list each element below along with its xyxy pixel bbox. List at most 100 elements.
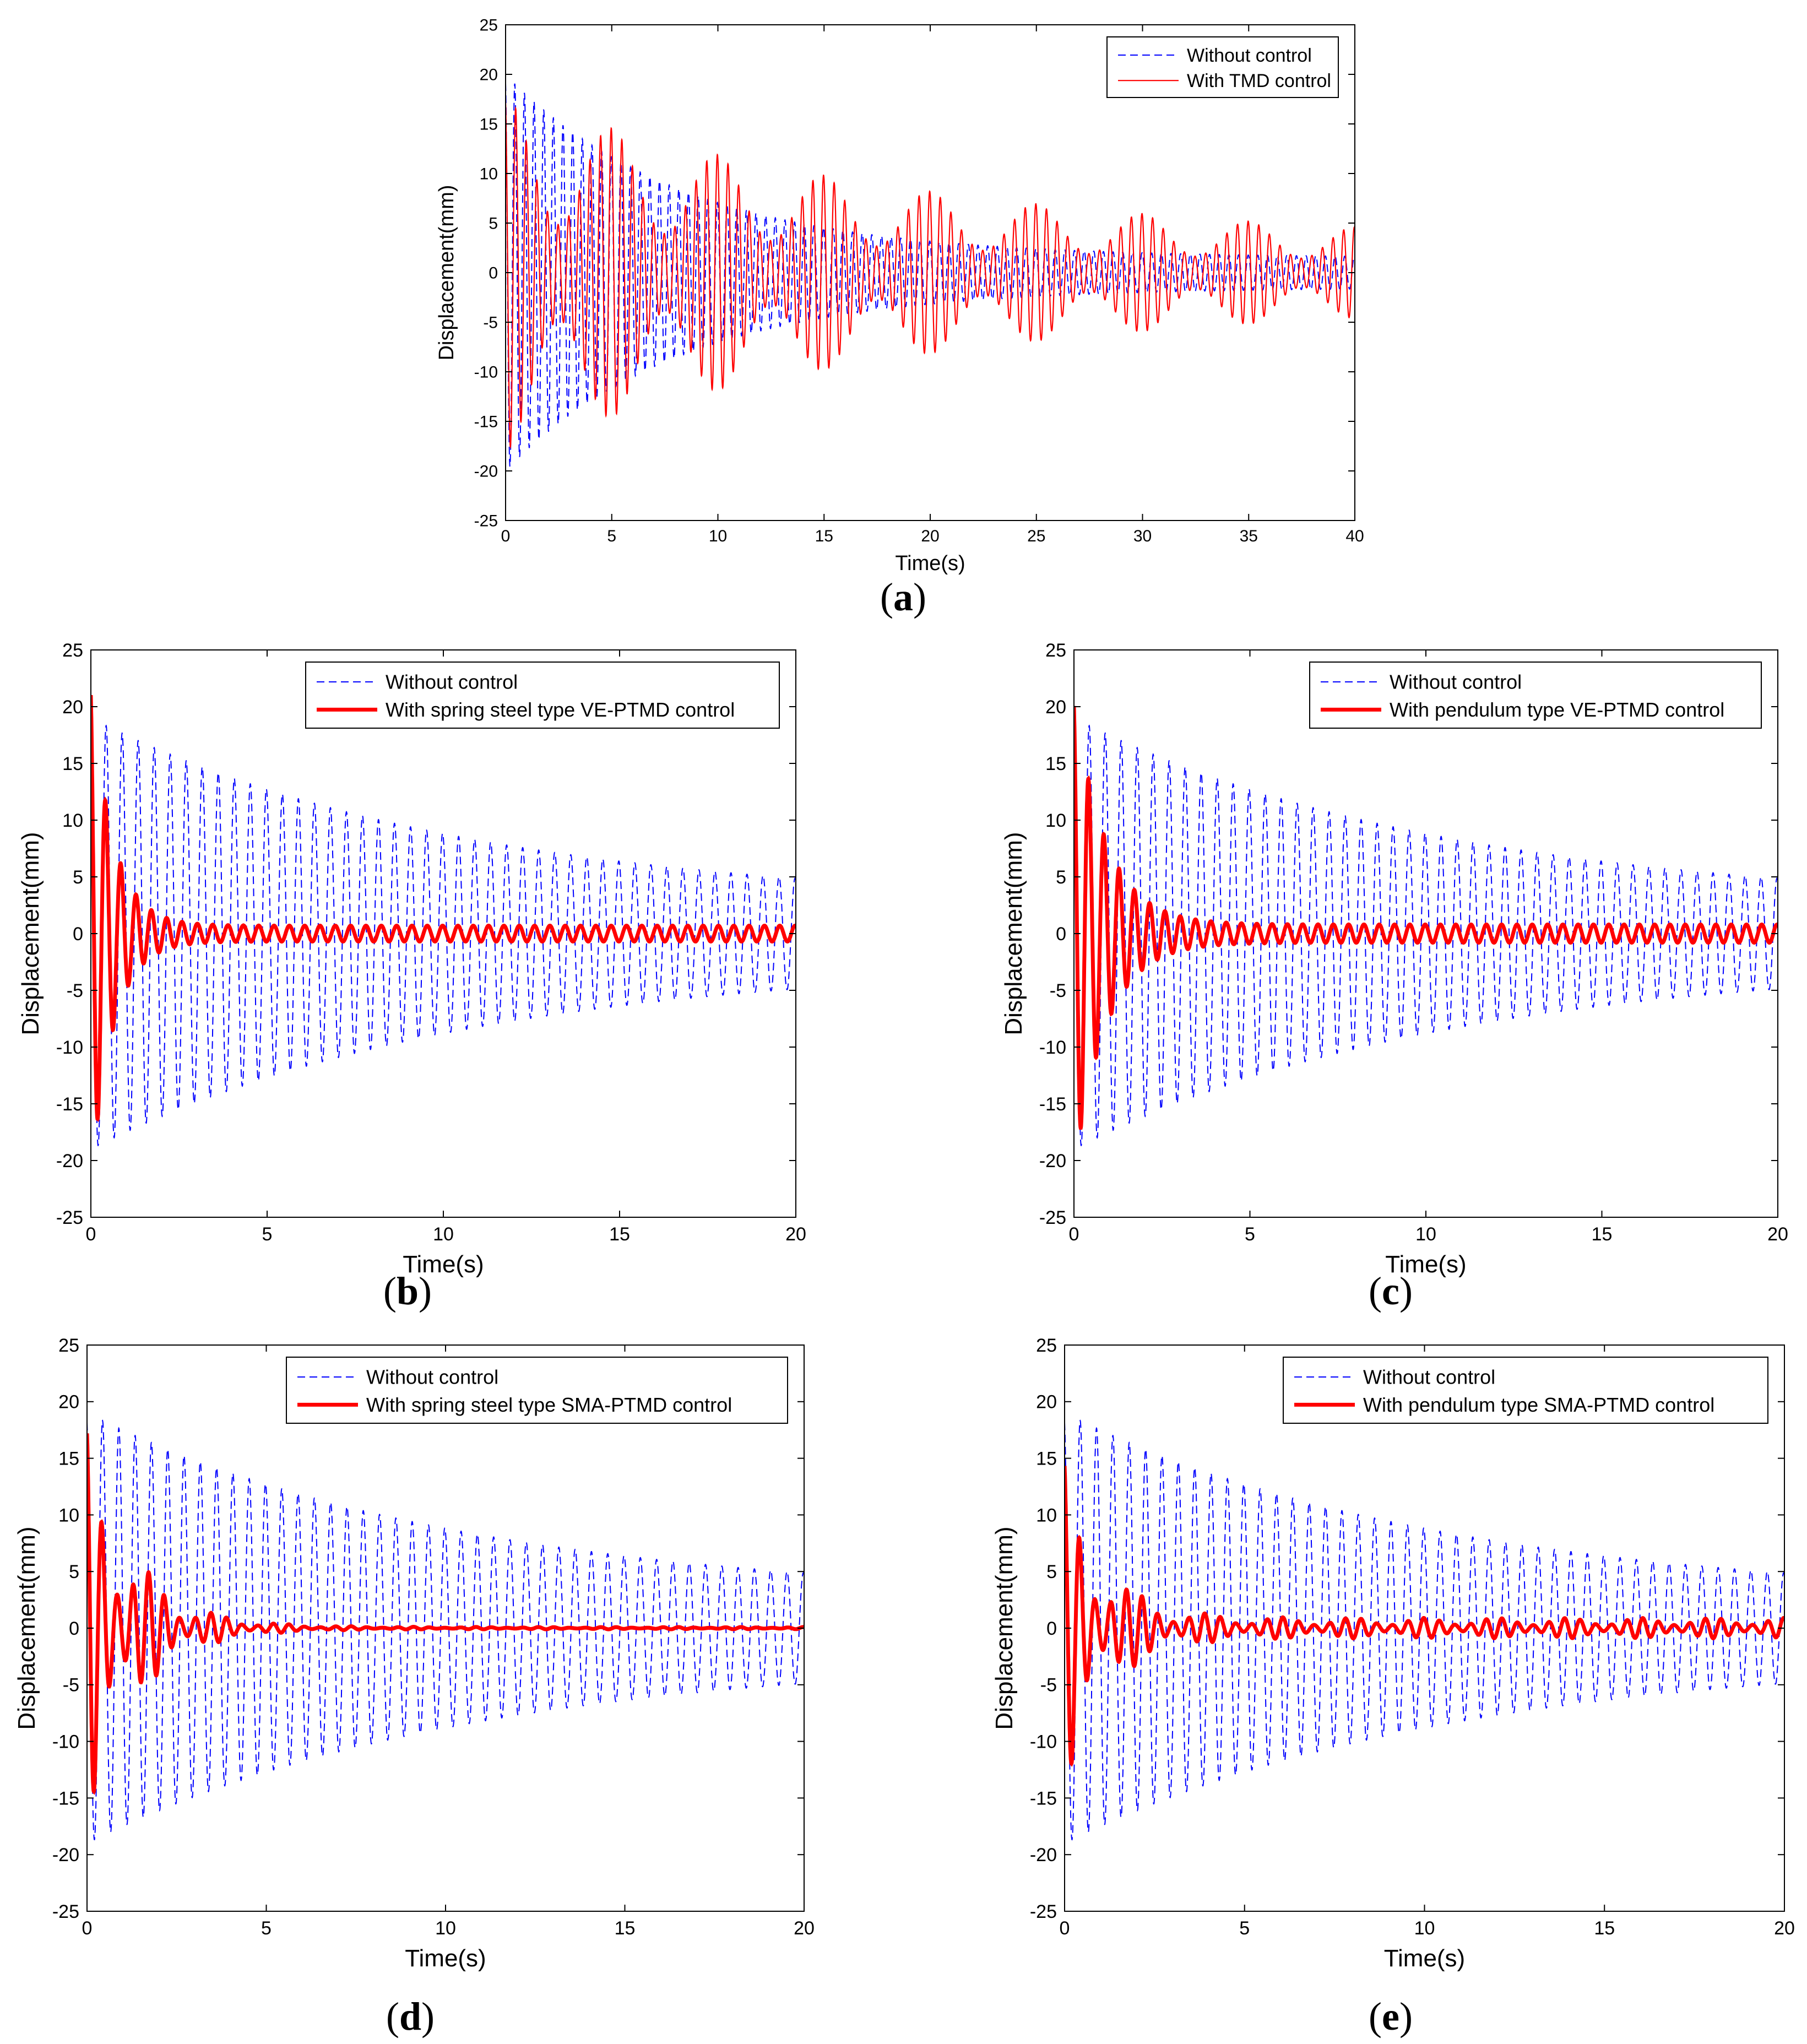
chart-e: 0 5 10 15 20 -25 -20 -15 -10 -5 0 5 10 15 20 25 Time(s) D… — [991, 1335, 1795, 2038]
x-tick-label: 5 — [607, 527, 616, 545]
series-line-with-control — [91, 695, 796, 1122]
series-line-without-control — [1074, 724, 1778, 1146]
chart-b: 0 5 10 15 20 -25 -20 -15 -10 -5 0 5 10 15 20 25 Time(s) D… — [17, 640, 806, 1313]
x-tick-label: 5 — [262, 1224, 273, 1245]
y-tick-label: -25 — [474, 512, 498, 530]
series-line-without-control — [1065, 1419, 1784, 1841]
y-tick-label: -10 — [52, 1732, 79, 1753]
panel-label: (d) — [386, 1994, 435, 2038]
y-tick-label: 0 — [1046, 1618, 1057, 1639]
x-tick-label: 20 — [1774, 1918, 1795, 1939]
series-line-with-control — [1065, 1466, 1784, 1767]
y-tick-label: 5 — [1046, 1562, 1057, 1582]
paren-open: ( — [1369, 1269, 1382, 1313]
paren-close: ) — [913, 575, 926, 619]
legend-label: With TMD control — [1187, 71, 1331, 91]
x-tick-label: 0 — [86, 1224, 96, 1245]
y-tick-label: -20 — [1039, 1151, 1066, 1172]
legend-label: With pendulum type SMA-PTMD control — [1363, 1394, 1714, 1416]
x-tick-label: 10 — [433, 1224, 454, 1245]
y-tick-label: -15 — [474, 413, 498, 431]
x-tick-label: 5 — [1239, 1918, 1250, 1939]
y-tick-label: 5 — [73, 867, 83, 888]
y-tick-label: -15 — [56, 1094, 83, 1115]
x-tick-label: 5 — [261, 1918, 272, 1939]
panel-letter: d — [399, 1994, 421, 2038]
panel-label: (e) — [1369, 1994, 1413, 2038]
y-tick-label: 25 — [62, 640, 83, 661]
panel-label: (b) — [383, 1269, 432, 1313]
x-tick-label: 15 — [815, 527, 833, 545]
series-line-with-control — [87, 1433, 804, 1795]
panel-letter: e — [1382, 1994, 1399, 2038]
y-tick-label: 25 — [1036, 1335, 1057, 1356]
legend: Without control With pendulum type VE-PTM… — [1309, 662, 1762, 729]
x-tick-label: 10 — [1415, 1224, 1436, 1245]
y-tick-label: -20 — [56, 1151, 83, 1172]
y-axis-label: Displacement(mm) — [13, 1526, 40, 1729]
chart-c: 0 5 10 15 20 -25 -20 -15 -10 -5 0 5 10 15 20 25 Time(s) D… — [1000, 640, 1788, 1313]
x-tick-label: 20 — [785, 1224, 806, 1245]
x-tick-label: 35 — [1240, 527, 1258, 545]
legend-label: Without control — [1363, 1366, 1495, 1389]
legend-label: Without control — [366, 1366, 498, 1389]
y-tick-label: 0 — [489, 264, 498, 283]
x-tick-label: 30 — [1133, 527, 1152, 545]
panel-letter: c — [1382, 1269, 1399, 1313]
y-tick-label: 15 — [1036, 1449, 1057, 1470]
x-tick-label: 10 — [1414, 1918, 1435, 1939]
y-tick-label: 10 — [1036, 1505, 1057, 1526]
y-tick-label: -25 — [1039, 1207, 1066, 1228]
y-tick-label: 15 — [58, 1449, 79, 1470]
y-tick-label: 0 — [69, 1618, 79, 1639]
y-tick-label: 10 — [480, 165, 498, 183]
plot-area — [1065, 1419, 1784, 1841]
x-tick-label: 25 — [1027, 527, 1045, 545]
y-tick-label: 25 — [480, 17, 498, 35]
x-tick-label: 40 — [1345, 527, 1364, 545]
y-tick-label: 5 — [489, 215, 498, 233]
y-tick-label: -20 — [52, 1845, 79, 1866]
y-tick-label: -5 — [63, 1675, 79, 1696]
paren-open: ( — [386, 1994, 399, 2038]
paren-close: ) — [1399, 1269, 1413, 1313]
y-tick-label: -25 — [56, 1207, 83, 1228]
x-tick-label: 5 — [1245, 1224, 1255, 1245]
paren-close: ) — [419, 1269, 432, 1313]
x-tick-label: 20 — [794, 1918, 815, 1939]
paren-open: ( — [383, 1269, 397, 1313]
y-tick-label: 15 — [480, 116, 498, 134]
y-tick-label: 0 — [1056, 924, 1066, 945]
y-tick-label: -10 — [1039, 1037, 1066, 1058]
legend-label: With pendulum type VE-PTMD control — [1390, 698, 1724, 721]
x-tick-label: 15 — [1594, 1918, 1615, 1939]
legend: Without control With spring steel type SM… — [286, 1357, 788, 1424]
y-tick-label: 5 — [69, 1562, 79, 1582]
plot-area — [91, 695, 796, 1146]
plot-area — [506, 83, 1355, 467]
x-axis-label: Time(s) — [1385, 1251, 1466, 1278]
y-tick-label: 10 — [62, 810, 83, 831]
series-line-with-control — [1074, 706, 1778, 1130]
x-tick-label: 0 — [82, 1918, 93, 1939]
x-axis-label: Time(s) — [1384, 1945, 1465, 1972]
x-tick-label: 0 — [1060, 1918, 1070, 1939]
x-tick-label: 15 — [615, 1918, 636, 1939]
y-tick-label: -15 — [1030, 1788, 1057, 1809]
y-tick-label: -15 — [52, 1788, 79, 1809]
series-line-without-control — [87, 1419, 804, 1841]
y-tick-label: -25 — [1030, 1901, 1057, 1922]
y-axis-label: Displacement(mm) — [17, 832, 44, 1035]
y-tick-label: 15 — [1045, 753, 1066, 774]
y-tick-label: 20 — [480, 66, 498, 84]
y-tick-label: -10 — [1030, 1732, 1057, 1753]
plot-area — [1074, 706, 1778, 1146]
x-axis-label: Time(s) — [895, 552, 965, 575]
y-tick-label: 25 — [58, 1335, 79, 1356]
legend: Without control With pendulum type SMA-PT… — [1283, 1357, 1768, 1424]
y-axis-label: Displacement(mm) — [1000, 832, 1027, 1035]
series-line-without-control — [91, 724, 796, 1146]
y-tick-label: 15 — [62, 753, 83, 774]
legend-box — [1106, 36, 1339, 98]
